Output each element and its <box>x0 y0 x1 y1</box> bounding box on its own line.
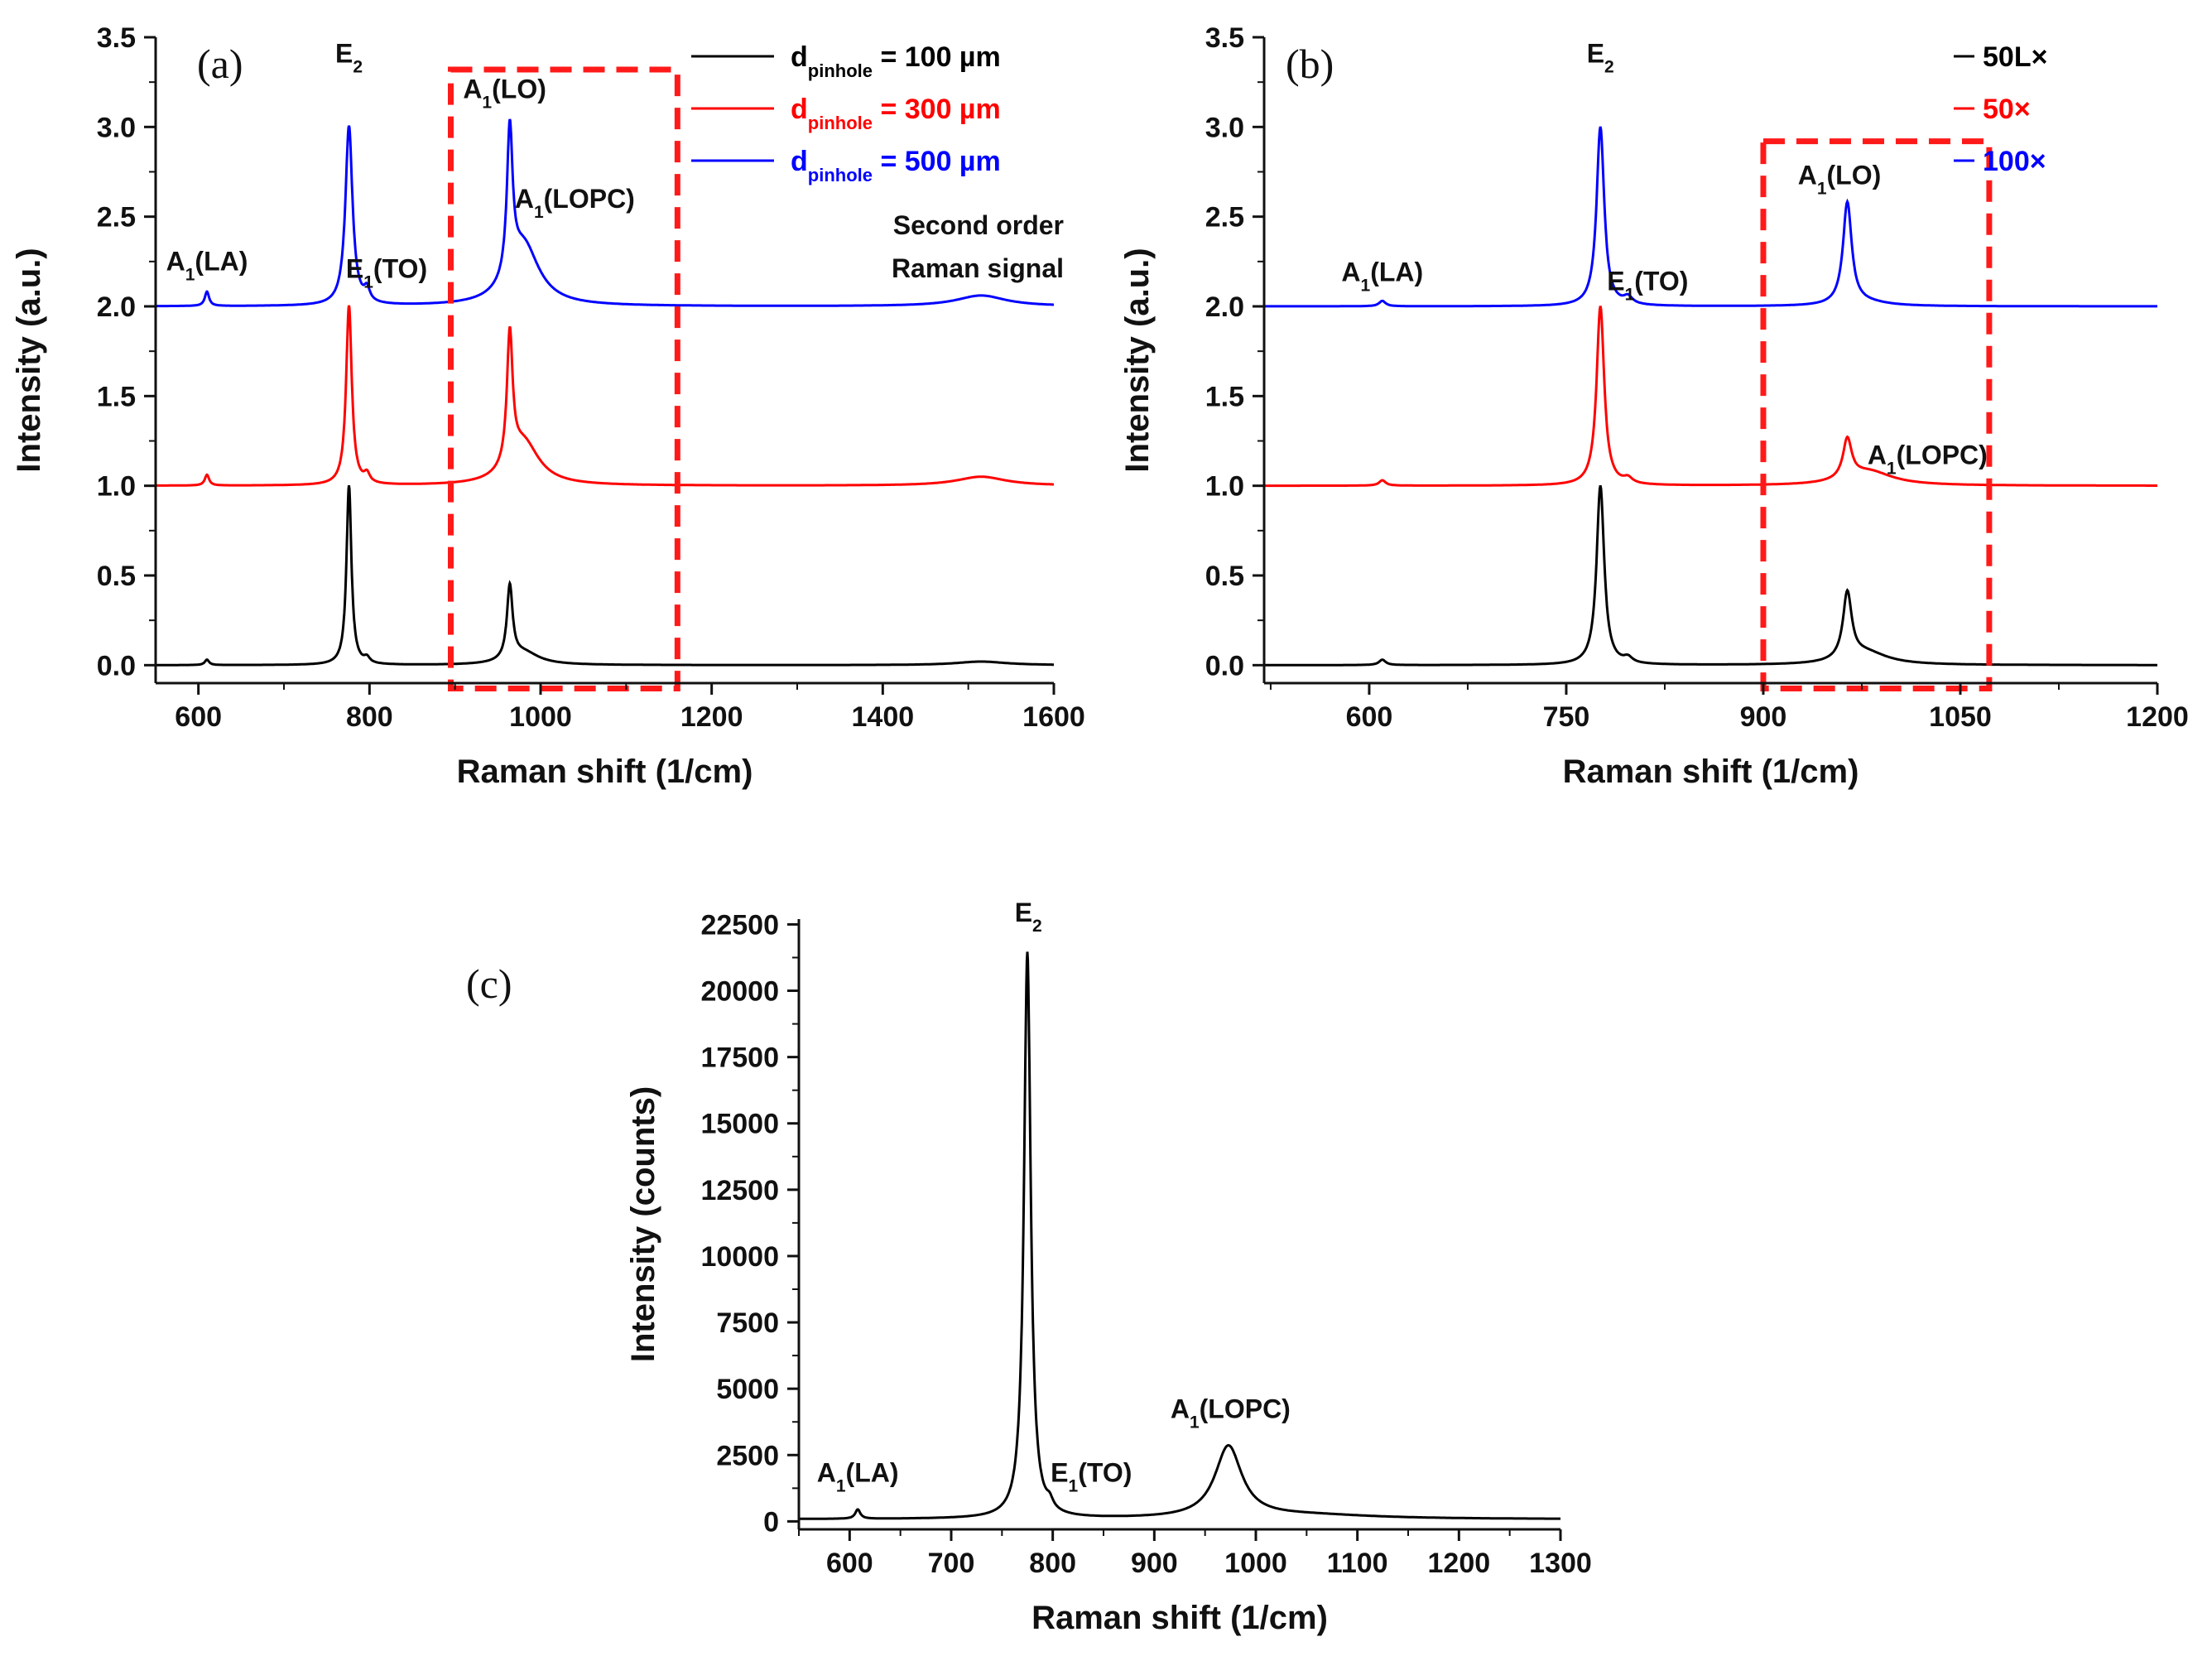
panel-label-a: (a) <box>197 41 243 87</box>
x-tick-label-c-4: 1000 <box>1224 1548 1287 1579</box>
y-tick-label-a-1: 0.5 <box>97 561 136 592</box>
legend-label-a-0: dpinhole = 100 µm <box>791 41 1001 81</box>
spectrum-line-a-2 <box>156 118 1054 308</box>
peak-label-c-1: E2 <box>1015 898 1042 936</box>
note-line-a-1: Raman signal <box>892 253 1064 283</box>
peak-label-a-0: A1(LA) <box>166 247 248 285</box>
y-tick-label-b-6: 3.0 <box>1205 112 1244 143</box>
y-tick-label-a-7: 3.5 <box>97 22 136 54</box>
y-tick-label-c-5: 12500 <box>700 1175 779 1206</box>
y-tick-label-c-6: 15000 <box>700 1109 779 1140</box>
highlight-box-a <box>448 66 680 691</box>
legend-label-b-2: 100× <box>1983 146 2046 177</box>
y-tick-label-c-1: 2500 <box>716 1440 779 1471</box>
y-tick-label-a-4: 2.0 <box>97 291 136 323</box>
y-tick-label-a-3: 1.5 <box>97 381 136 412</box>
x-tick-label-a-2: 1000 <box>509 701 572 733</box>
note-line-a-0: Second order <box>893 210 1064 240</box>
y-tick-label-c-3: 7500 <box>716 1307 779 1339</box>
x-tick-label-b-1: 750 <box>1543 701 1590 733</box>
x-axis-label-c: Raman shift (1/cm) <box>1031 1600 1328 1636</box>
y-tick-label-a-5: 2.5 <box>97 202 136 234</box>
y-tick-label-c-8: 20000 <box>700 976 779 1008</box>
x-tick-label-c-0: 600 <box>826 1548 873 1579</box>
spectrum-line-a-1 <box>156 305 1054 487</box>
peak-label-b-1: E2 <box>1587 38 1614 76</box>
y-tick-label-b-4: 2.0 <box>1205 291 1244 323</box>
y-tick-label-c-2: 5000 <box>716 1374 779 1405</box>
x-tick-label-a-5: 1600 <box>1022 701 1085 733</box>
peak-label-b-0: A1(LA) <box>1341 258 1423 296</box>
legend-label-b-0: 50L× <box>1983 41 2047 73</box>
spectrum-line-b-2 <box>1264 126 2157 308</box>
y-tick-label-b-7: 3.5 <box>1205 22 1244 54</box>
peak-label-a-3: A1(LO) <box>463 75 546 112</box>
x-tick-label-a-0: 600 <box>175 701 222 733</box>
x-tick-label-a-3: 1200 <box>680 701 743 733</box>
panel-c: (c) 600 700 800 900 1000 1100 1200 1300 0 2500 500… <box>466 898 1592 1636</box>
legend-label-a-1: dpinhole = 300 µm <box>791 94 1001 133</box>
panel-label-c: (c) <box>466 960 512 1007</box>
y-tick-label-a-2: 1.0 <box>97 471 136 503</box>
panel-b: (b) 600 750 900 1050 1200 0.0 0.5 1.0 1.5 2.0 2.5 3… <box>1119 22 2189 790</box>
peak-label-b-3: A1(LO) <box>1798 161 1882 199</box>
peak-label-c-2: E1(TO) <box>1051 1457 1132 1495</box>
y-tick-label-b-0: 0.0 <box>1205 650 1244 681</box>
highlight-box-b <box>1760 138 1993 691</box>
peak-label-b-2: E1(TO) <box>1607 267 1688 305</box>
panel-label-b: (b) <box>1286 41 1334 87</box>
legend-label-b-1: 50× <box>1983 94 2031 125</box>
x-axis-label-b: Raman shift (1/cm) <box>1563 753 1859 790</box>
peak-label-c-0: A1(LA) <box>817 1457 899 1495</box>
x-tick-label-c-7: 1300 <box>1529 1548 1592 1579</box>
y-axis-label-c: Intensity (counts) <box>625 1086 661 1362</box>
peak-label-c-3: A1(LOPC) <box>1171 1394 1291 1432</box>
x-tick-label-c-5: 1100 <box>1327 1548 1388 1579</box>
x-tick-label-b-0: 600 <box>1346 701 1393 733</box>
y-tick-label-c-9: 22500 <box>700 909 779 941</box>
y-tick-label-a-0: 0.0 <box>97 650 136 681</box>
x-tick-label-b-3: 1050 <box>1929 701 1992 733</box>
y-tick-label-a-6: 3.0 <box>97 112 136 143</box>
x-tick-label-c-1: 700 <box>928 1548 975 1579</box>
peak-label-a-1: E2 <box>335 38 363 76</box>
spectrum-line-c-0 <box>799 951 1560 1520</box>
peak-label-b-4: A1(LOPC) <box>1868 441 1988 479</box>
x-tick-label-c-6: 1200 <box>1428 1548 1491 1579</box>
y-axis-label-b: Intensity (a.u.) <box>1119 248 1156 472</box>
y-tick-label-b-2: 1.0 <box>1205 471 1244 503</box>
x-tick-label-a-4: 1400 <box>852 701 915 733</box>
spectrum-line-b-0 <box>1264 485 2157 667</box>
y-axis-label-a: Intensity (a.u.) <box>11 248 47 472</box>
y-tick-label-c-0: 0 <box>763 1506 779 1538</box>
x-axis-label-a: Raman shift (1/cm) <box>457 753 753 790</box>
peak-label-a-4: A1(LOPC) <box>515 184 635 221</box>
legend-label-a-2: dpinhole = 500 µm <box>791 146 1001 185</box>
y-tick-label-b-5: 2.5 <box>1205 202 1244 234</box>
y-tick-label-b-1: 0.5 <box>1205 561 1244 592</box>
x-tick-label-a-1: 800 <box>346 701 393 733</box>
x-tick-label-c-2: 800 <box>1029 1548 1076 1579</box>
x-tick-label-b-4: 1200 <box>2126 701 2189 733</box>
y-tick-label-c-7: 17500 <box>700 1042 779 1074</box>
spectrum-line-a-0 <box>156 484 1054 667</box>
panel-a: (a) 600 800 1000 1200 1400 1600 0.0 0.5 1.0 1.5 2.… <box>11 22 1085 790</box>
peak-label-a-2: E1(TO) <box>346 253 427 291</box>
x-tick-label-c-3: 900 <box>1131 1548 1178 1579</box>
spectrum-line-b-1 <box>1264 306 2157 488</box>
x-tick-label-b-2: 900 <box>1740 701 1787 733</box>
y-tick-label-b-3: 1.5 <box>1205 381 1244 412</box>
y-tick-label-c-4: 10000 <box>700 1241 779 1273</box>
